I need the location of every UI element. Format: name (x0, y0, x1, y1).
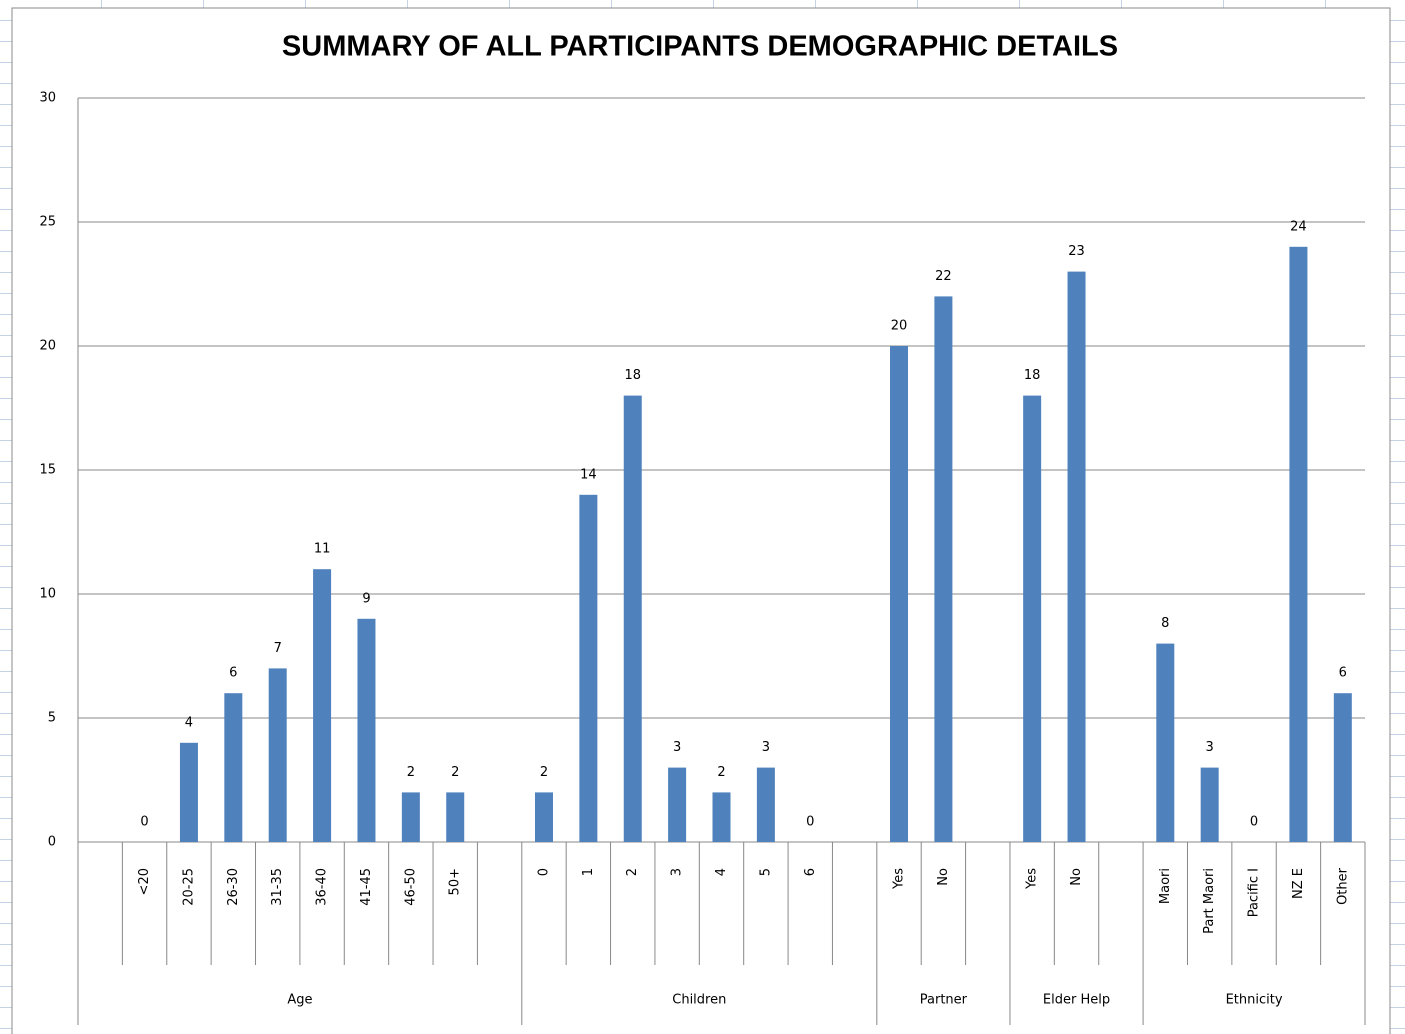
chart-area (11, 7, 1391, 1034)
bar (890, 346, 909, 842)
bar (224, 693, 243, 842)
bar (446, 792, 465, 842)
bar (268, 668, 287, 842)
bar (1200, 767, 1219, 842)
data-label: 2 (407, 765, 415, 780)
bar (1333, 693, 1352, 842)
bar (1289, 246, 1308, 843)
data-label: 24 (1290, 219, 1307, 234)
data-label: 0 (806, 815, 814, 830)
group-label: Ethnicity (1226, 993, 1283, 1008)
chart-title: SUMMARY OF ALL PARTICIPANTS DEMOGRAPHIC … (282, 31, 1118, 63)
x-tick-label: NZ E (1291, 868, 1306, 899)
x-tick-label: Pacific I (1247, 868, 1262, 917)
bar (401, 792, 420, 842)
x-tick-label: 50+ (448, 868, 463, 895)
data-label: 22 (935, 269, 952, 284)
x-tick-label: 46-50 (403, 868, 418, 906)
x-tick-label: Yes (1025, 868, 1040, 890)
x-tick-label: 4 (714, 868, 729, 876)
group-label: Elder Help (1043, 993, 1110, 1008)
data-label: 6 (229, 666, 237, 681)
group-label: Age (287, 993, 312, 1008)
x-tick-label: Maori (1158, 868, 1173, 904)
x-tick-label: 20-25 (181, 868, 196, 906)
x-tick-label: 3 (670, 868, 685, 876)
x-tick-label: 5 (758, 868, 773, 876)
bar (712, 792, 731, 842)
x-tick-label: 6 (803, 868, 818, 876)
data-label: 2 (717, 765, 725, 780)
data-label: 3 (1206, 740, 1214, 755)
x-tick-label: Part Maori (1202, 868, 1217, 934)
group-label: Partner (920, 993, 968, 1008)
data-label: 18 (1024, 368, 1041, 383)
data-label: 2 (540, 765, 548, 780)
data-label: 3 (762, 740, 770, 755)
x-tick-label: 31-35 (270, 868, 285, 906)
y-tick-label: 30 (39, 91, 56, 106)
data-label: 9 (362, 591, 370, 606)
y-tick-label: 25 (39, 215, 56, 230)
y-tick-label: 5 (48, 711, 56, 726)
x-tick-label: No (1069, 868, 1084, 886)
data-label: 20 (891, 319, 908, 334)
x-tick-label: Yes (892, 868, 907, 890)
data-label: 23 (1068, 244, 1085, 259)
x-tick-label: Other (1335, 867, 1350, 905)
x-tick-label: 26-30 (226, 868, 241, 906)
y-tick-label: 20 (39, 339, 56, 354)
bar (579, 494, 598, 842)
group-label: Children (672, 993, 726, 1008)
x-tick-label: 1 (581, 868, 596, 876)
x-tick-label: <20 (137, 868, 152, 895)
data-label: 8 (1161, 616, 1169, 631)
data-label: 2 (451, 765, 459, 780)
data-label: 0 (140, 815, 148, 830)
y-tick-label: 10 (39, 587, 56, 602)
x-tick-label: 41-45 (359, 868, 374, 906)
x-tick-label: 2 (625, 868, 640, 876)
x-tick-label: No (936, 868, 951, 886)
bar (357, 618, 376, 842)
data-label: 4 (185, 715, 193, 730)
data-label: 14 (580, 467, 597, 482)
bar (534, 792, 553, 842)
data-label: 6 (1339, 666, 1347, 681)
x-tick-label: 0 (536, 868, 551, 876)
bar (668, 767, 687, 842)
data-label: 0 (1250, 815, 1258, 830)
data-label: 7 (274, 641, 282, 656)
data-label: 18 (624, 368, 641, 383)
data-label: 11 (314, 542, 331, 557)
bar (756, 767, 775, 842)
bar (1067, 271, 1086, 843)
bar (1156, 643, 1175, 842)
bar (179, 742, 198, 842)
bar (934, 296, 953, 842)
y-tick-label: 15 (39, 463, 56, 478)
data-label: 3 (673, 740, 681, 755)
x-tick-label: 36-40 (315, 868, 330, 906)
y-tick-label: 0 (48, 835, 56, 850)
bar (623, 395, 642, 842)
bar (1023, 395, 1042, 842)
bar (313, 569, 332, 842)
